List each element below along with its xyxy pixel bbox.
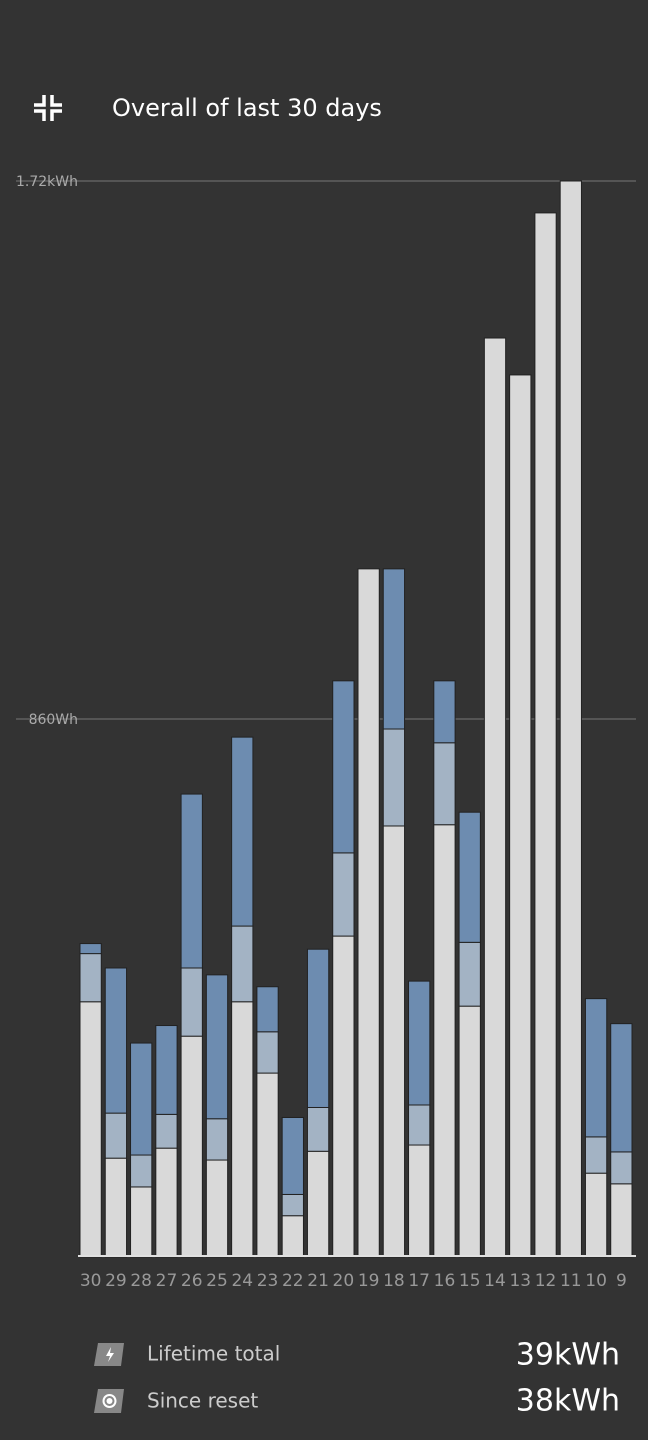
bar-segment [382,825,406,1258]
x-tick-label: 18 [383,1271,405,1291]
bar-segment [130,1186,153,1258]
bar-segment [357,568,380,1258]
x-tick-label: 13 [509,1271,531,1291]
x-tick-label: 20 [333,1271,355,1291]
bar-segment [281,1215,304,1258]
bar-segment [584,1136,608,1174]
bar-segment [610,1151,633,1185]
x-tick-label: 22 [282,1271,304,1291]
x-tick-label: 14 [484,1271,506,1291]
bar-segment [332,935,355,1258]
reset-icon [94,1389,124,1413]
x-tick-label: 28 [130,1271,152,1291]
bar-segment [610,1183,633,1258]
bar-segment [180,793,203,969]
x-tick-label: 16 [434,1271,456,1291]
bar-segment [306,1106,330,1152]
x-tick-label: 12 [535,1271,557,1291]
bar-segment [509,374,532,1258]
x-tick-label: 24 [231,1271,253,1291]
bar-segment [205,1118,229,1161]
bar-segment [306,948,330,1108]
bar-segment [155,1147,178,1258]
bar-segment [433,824,456,1258]
bar-segment [180,1035,203,1258]
bar-segment [281,1193,304,1217]
x-tick-label: 19 [358,1271,380,1291]
collapse-icon[interactable] [34,95,62,121]
x-tick-label: 9 [616,1271,627,1291]
bar-segment [130,1154,153,1188]
bar-segment [458,1005,481,1258]
y-tick-label: 860Wh [29,712,78,728]
bar-segment [180,967,203,1037]
bar-segment [559,180,582,1258]
bar-segment [306,1150,330,1258]
bar-segment [104,1112,128,1159]
bar-segment [205,1159,229,1258]
x-tick-label: 21 [307,1271,329,1291]
bar-segment [584,1172,608,1258]
bar-segment [382,728,406,827]
summary-label: Lifetime total [147,1342,280,1366]
x-tick-label: 10 [585,1271,607,1291]
x-tick-label: 11 [560,1271,582,1291]
bar-segment [256,986,279,1033]
bar-segment [584,998,608,1138]
lifetime-icon [94,1343,124,1366]
bar-segment [155,1113,178,1149]
bar-segment [155,1025,178,1115]
summary-value: 38kWh [516,1384,620,1419]
x-tick-label: 25 [206,1271,228,1291]
x-tick-label: 30 [80,1271,102,1291]
bar-segment [408,1104,431,1146]
bar-segment [104,967,128,1114]
x-tick-label: 27 [156,1271,178,1291]
chart: 860Wh 1.72kWh 30 29 28 27 26 25 24 23 22 21 20 19 18 17… [16,174,636,1291]
x-tick-label: 23 [257,1271,279,1291]
bar-segment [433,742,456,826]
bar-segment [458,941,481,1007]
x-tick-label: 15 [459,1271,481,1291]
bar-segment [231,736,254,927]
bar-segment [408,980,431,1106]
bar-segment [534,212,557,1258]
bar-segment [458,811,481,943]
summary-label: Since reset [147,1389,258,1413]
x-tick-label: 26 [181,1271,203,1291]
y-tick-label: 1.72kWh [16,174,78,190]
bar-segment [332,852,355,937]
bar-segment [332,680,355,854]
x-tick-label: 29 [105,1271,127,1291]
bar-segment [205,974,229,1120]
bar-segment [256,1031,279,1074]
bar-segment [231,925,254,1003]
bar-segment [130,1042,153,1156]
title: Overall of last 30 days [112,94,382,122]
x-tick-label: 17 [408,1271,430,1291]
bar-segment [79,1001,102,1258]
bar-segment [256,1072,279,1258]
bar-segment [382,568,406,730]
summary-value: 39kWh [516,1338,620,1373]
bar-segment [433,680,456,744]
bar-segment [79,953,102,1003]
bar-segment [610,1023,633,1153]
bar-segment [79,943,102,955]
bar-segment [231,1001,254,1258]
bar-segment [281,1116,304,1195]
bar-segment [483,337,507,1258]
bar-segment [104,1157,128,1258]
bar-segment [408,1144,431,1258]
